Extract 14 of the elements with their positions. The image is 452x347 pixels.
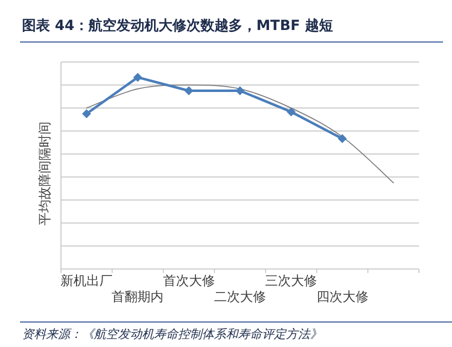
x-tick-label: 首翻期内 [112, 290, 164, 305]
x-tick-label: 三次大修 [265, 274, 318, 289]
x-tick-label: 四次大修 [316, 290, 368, 305]
point [236, 86, 244, 96]
text: 资料来源：《航空发动机寿命控制体系和寿命评定方法》 [22, 327, 322, 341]
y-axis-title: 平均故障间隔时间 [38, 122, 53, 226]
x-tick-label: 二次大修 [214, 290, 266, 305]
x-tick-label: 新机出厂 [60, 274, 113, 289]
point [338, 134, 347, 144]
point [82, 109, 92, 118]
chart-title: 图表 44：航空发动机大修次数越多，MTBF 越短 [22, 17, 333, 34]
point [286, 107, 296, 116]
x-tick-label: 首次大修 [162, 274, 215, 289]
point [133, 72, 142, 82]
